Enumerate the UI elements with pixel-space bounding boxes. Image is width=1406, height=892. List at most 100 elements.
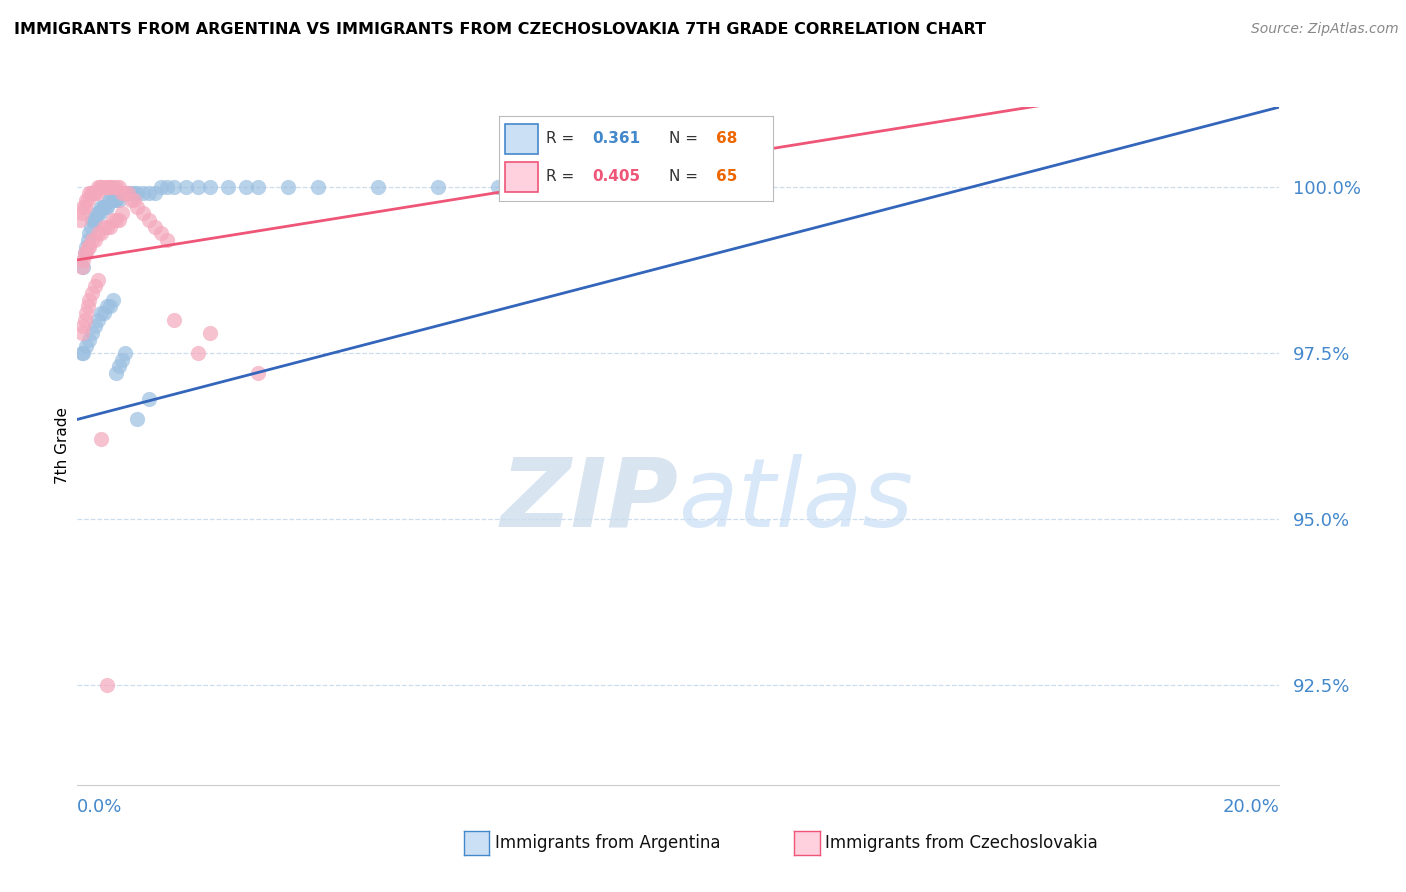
- Point: [79, 293, 101, 307]
- Point: [100, 300, 122, 314]
- Point: [73, 200, 96, 214]
- Point: [75, 239, 97, 253]
- Point: [156, 179, 179, 194]
- Text: atlas: atlas: [679, 454, 914, 547]
- Point: [114, 186, 136, 201]
- Point: [132, 186, 155, 201]
- Point: [72, 200, 94, 214]
- Point: [83, 186, 105, 201]
- Point: [103, 179, 125, 194]
- Point: [79, 186, 101, 201]
- Point: [82, 186, 104, 201]
- Point: [111, 186, 134, 201]
- Point: [108, 359, 131, 374]
- Text: 68: 68: [716, 131, 737, 146]
- Text: 0.361: 0.361: [592, 131, 641, 146]
- Point: [100, 179, 122, 194]
- Point: [75, 339, 97, 353]
- Point: [105, 213, 128, 227]
- Point: [70, 326, 93, 340]
- Point: [84, 319, 107, 334]
- Point: [84, 233, 107, 247]
- Point: [93, 219, 115, 234]
- Point: [91, 200, 114, 214]
- Point: [70, 206, 93, 220]
- Point: [96, 200, 118, 214]
- Point: [105, 193, 128, 207]
- Point: [150, 227, 173, 241]
- Point: [108, 179, 131, 194]
- Point: [162, 179, 184, 194]
- Point: [235, 179, 257, 194]
- Point: [307, 179, 329, 194]
- Point: [96, 219, 118, 234]
- Text: R =: R =: [546, 131, 579, 146]
- Point: [108, 213, 131, 227]
- Point: [93, 179, 115, 194]
- Point: [79, 219, 101, 234]
- Point: [73, 246, 96, 260]
- Point: [103, 213, 125, 227]
- Point: [83, 213, 105, 227]
- Point: [111, 206, 134, 220]
- Y-axis label: 7th Grade: 7th Grade: [55, 408, 70, 484]
- Text: 0.0%: 0.0%: [77, 798, 122, 816]
- Point: [90, 200, 112, 214]
- Point: [75, 246, 97, 260]
- Point: [82, 233, 104, 247]
- Point: [84, 279, 107, 293]
- Point: [79, 239, 101, 253]
- Point: [486, 179, 509, 194]
- Point: [186, 346, 209, 360]
- Point: [117, 186, 139, 201]
- Point: [114, 186, 136, 201]
- Point: [124, 186, 146, 201]
- Point: [77, 193, 100, 207]
- Point: [132, 206, 155, 220]
- Point: [70, 346, 93, 360]
- Point: [186, 179, 209, 194]
- Point: [73, 246, 96, 260]
- Point: [127, 186, 149, 201]
- Point: [108, 193, 131, 207]
- Point: [367, 179, 389, 194]
- Text: Immigrants from Czechoslovakia: Immigrants from Czechoslovakia: [825, 834, 1098, 852]
- Text: Immigrants from Argentina: Immigrants from Argentina: [495, 834, 720, 852]
- Point: [72, 319, 94, 334]
- Point: [75, 306, 97, 320]
- Point: [120, 193, 142, 207]
- Text: ZIP: ZIP: [501, 454, 679, 547]
- Text: N =: N =: [669, 131, 703, 146]
- Point: [637, 179, 659, 194]
- Point: [138, 186, 160, 201]
- Text: R =: R =: [546, 169, 579, 185]
- Point: [93, 200, 115, 214]
- Point: [82, 326, 104, 340]
- Point: [96, 300, 118, 314]
- Point: [72, 346, 94, 360]
- Point: [72, 260, 94, 274]
- Point: [90, 433, 112, 447]
- Point: [79, 227, 101, 241]
- Point: [82, 213, 104, 227]
- Point: [127, 200, 149, 214]
- Point: [150, 179, 173, 194]
- Text: IMMIGRANTS FROM ARGENTINA VS IMMIGRANTS FROM CZECHOSLOVAKIA 7TH GRADE CORRELATIO: IMMIGRANTS FROM ARGENTINA VS IMMIGRANTS …: [14, 22, 986, 37]
- Point: [104, 193, 127, 207]
- Point: [127, 412, 149, 426]
- Point: [77, 300, 100, 314]
- Point: [162, 312, 184, 326]
- Point: [103, 293, 125, 307]
- Point: [87, 227, 110, 241]
- Point: [96, 179, 118, 194]
- Point: [145, 219, 167, 234]
- Point: [100, 219, 122, 234]
- Point: [97, 193, 120, 207]
- Point: [114, 346, 136, 360]
- Point: [97, 179, 120, 194]
- Point: [77, 233, 100, 247]
- Point: [87, 179, 110, 194]
- Point: [111, 186, 134, 201]
- Text: 0.405: 0.405: [592, 169, 641, 185]
- Point: [70, 260, 93, 274]
